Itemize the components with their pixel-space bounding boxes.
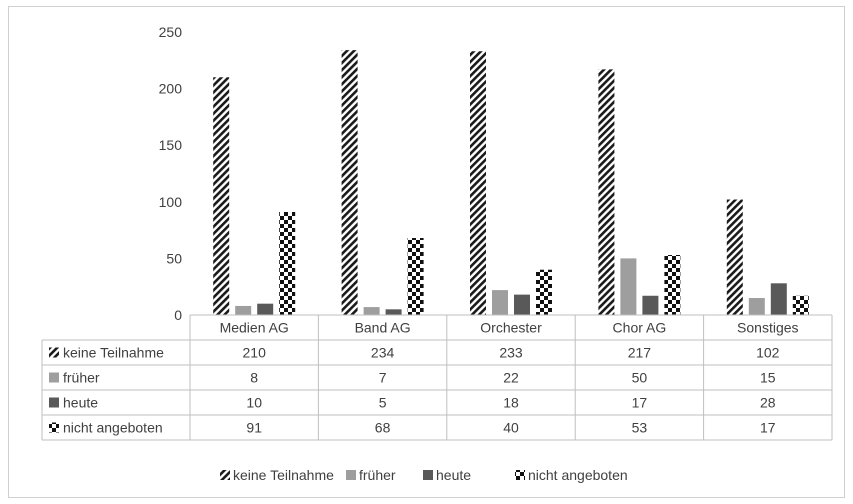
data-label: 18: [503, 395, 519, 411]
data-label: 10: [246, 395, 262, 411]
bar: [726, 199, 743, 315]
data-label: 102: [756, 345, 780, 361]
bar: [279, 211, 296, 315]
data-label: 68: [375, 420, 391, 436]
x-tick-label: Band AG: [355, 320, 411, 336]
table-legend-key: [49, 422, 59, 433]
legend-entry: heute: [436, 467, 471, 483]
data-label: 5: [379, 395, 387, 411]
table-series-label: heute: [63, 395, 98, 411]
table-series-label: nicht angeboten: [63, 420, 163, 436]
bar: [514, 294, 530, 315]
x-tick-label: Medien AG: [220, 320, 289, 336]
data-label: 50: [632, 370, 648, 386]
bar: [385, 309, 402, 315]
y-tick-label: 0: [174, 307, 182, 323]
data-label: 210: [243, 345, 267, 361]
bar: [664, 255, 681, 315]
legend-key: [423, 470, 433, 480]
table-series-label: keine Teilnahme: [63, 345, 164, 361]
x-tick-label: Chor AG: [613, 320, 667, 336]
data-label: 17: [632, 395, 648, 411]
data-label: 233: [499, 345, 523, 361]
y-tick-label: 50: [166, 250, 182, 266]
bar: [792, 295, 809, 315]
bar: [257, 303, 274, 315]
legend-key: [346, 470, 356, 480]
x-tick-label: Sonstiges: [737, 320, 798, 336]
legend-entry: keine Teilnahme: [233, 467, 334, 483]
data-label: 91: [246, 420, 262, 436]
data-label: 8: [250, 370, 258, 386]
bar: [492, 290, 508, 315]
data-label: 28: [760, 395, 776, 411]
data-label: 17: [760, 420, 776, 436]
data-label: 217: [628, 345, 652, 361]
legend-key: [515, 470, 525, 480]
table-legend-key: [49, 397, 59, 408]
table-legend-key: [49, 372, 59, 383]
bar: [213, 77, 230, 315]
data-label: 40: [503, 420, 519, 436]
legend-key: [220, 470, 230, 480]
bar: [598, 69, 615, 315]
y-tick-label: 150: [159, 137, 183, 153]
legend-entry: früher: [359, 467, 396, 483]
y-tick-label: 250: [159, 24, 183, 40]
y-tick-label: 200: [159, 81, 183, 97]
bar: [770, 283, 787, 315]
bar: [642, 295, 659, 315]
y-tick-label: 100: [159, 194, 183, 210]
bar: [748, 298, 765, 315]
bar: [470, 51, 486, 316]
data-label: 15: [760, 370, 776, 386]
chart-frame: [8, 6, 845, 498]
data-label: 7: [379, 370, 387, 386]
table-series-label: früher: [63, 370, 100, 386]
bar: [235, 305, 252, 315]
data-label: 53: [632, 420, 648, 436]
bar: [341, 50, 358, 315]
bar: [363, 307, 380, 315]
data-label: 22: [503, 370, 519, 386]
data-label: 234: [371, 345, 395, 361]
legend-entry: nicht angeboten: [528, 467, 628, 483]
x-tick-label: Orchester: [480, 320, 542, 336]
bar: [536, 269, 552, 315]
table-legend-key: [49, 347, 59, 358]
bar: [407, 238, 424, 315]
bar: [620, 258, 637, 315]
